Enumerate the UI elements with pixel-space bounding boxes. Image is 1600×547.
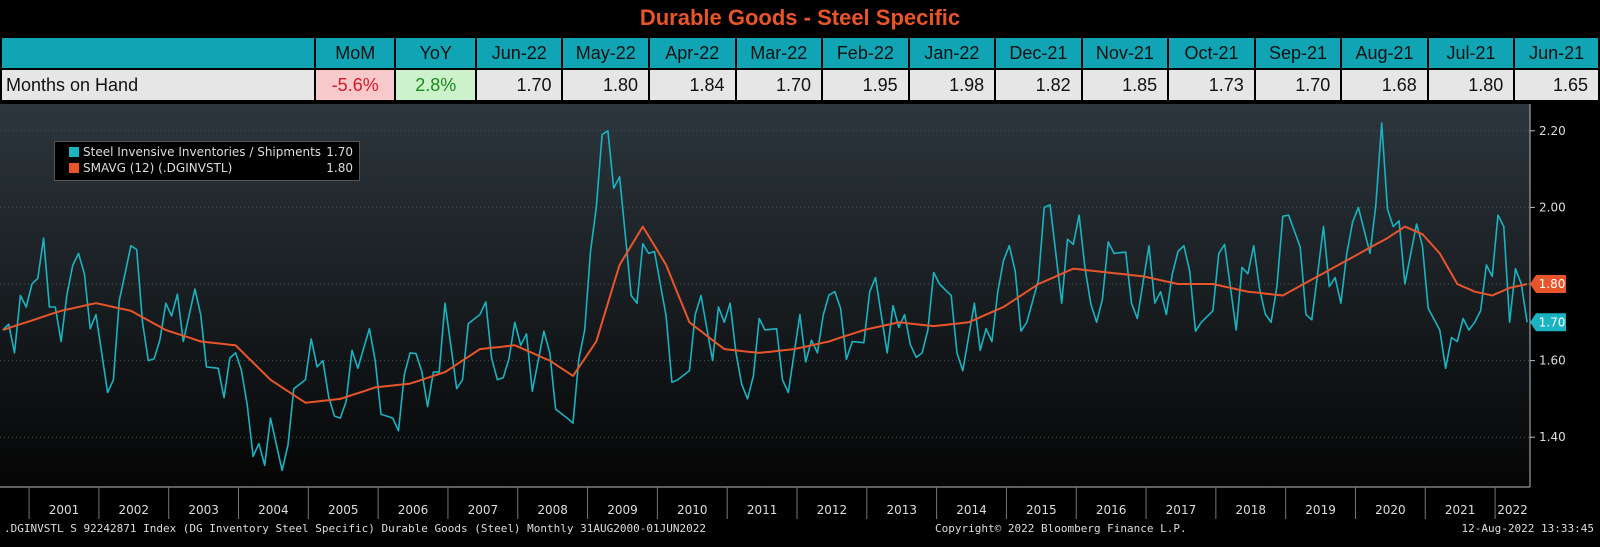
stats-table: MoM YoY Jun-22 May-22 Apr-22 Mar-22 Feb-… — [0, 36, 1600, 102]
header-month: Jun-21 — [1513, 36, 1600, 70]
header-month: Oct-21 — [1167, 36, 1256, 70]
x-tick-label: 2017 — [1166, 503, 1197, 517]
row-label: Months on Hand — [0, 68, 316, 102]
x-tick-label: 2022 — [1497, 503, 1528, 517]
legend-swatch-series2 — [69, 163, 79, 173]
x-tick-label: 2014 — [956, 503, 987, 517]
month-value: 1.95 — [821, 68, 910, 102]
header-month: Aug-21 — [1340, 36, 1429, 70]
header-yoy: YoY — [394, 36, 477, 70]
x-tick-label: 2009 — [607, 503, 638, 517]
legend-swatch-series1 — [69, 147, 79, 157]
x-tick-label: 2006 — [398, 503, 429, 517]
chart-title: Durable Goods - Steel Specific — [639, 5, 961, 30]
x-tick-label: 2012 — [817, 503, 848, 517]
month-value: 1.82 — [994, 68, 1083, 102]
footer-source: .DGINVSTL S 92242871 Index (DG Inventory… — [4, 522, 706, 535]
x-tick-label: 2007 — [468, 503, 499, 517]
header-month: Apr-22 — [648, 36, 737, 70]
header-month: Sep-21 — [1253, 36, 1343, 70]
month-value: 1.70 — [1253, 68, 1343, 102]
last-value-badge — [1530, 313, 1566, 332]
y-tick-label: 1.60 — [1539, 354, 1566, 368]
month-value: 1.98 — [907, 68, 997, 102]
stats-value-row: Months on Hand -5.6% 2.8% 1.70 1.80 1.84… — [0, 68, 1600, 102]
x-tick-label: 2003 — [188, 503, 219, 517]
last-value-label: 1.80 — [1539, 277, 1566, 291]
month-value: 1.84 — [648, 68, 737, 102]
x-tick-label: 2013 — [886, 503, 917, 517]
x-tick-label: 2004 — [258, 503, 289, 517]
header-month: Dec-21 — [994, 36, 1083, 70]
x-tick-label: 2020 — [1375, 503, 1406, 517]
month-value: 1.85 — [1080, 68, 1170, 102]
x-tick-label: 2019 — [1305, 503, 1336, 517]
footer: .DGINVSTL S 92242871 Index (DG Inventory… — [0, 521, 1600, 547]
header-month: Jun-22 — [474, 36, 564, 70]
y-tick-label: 2.20 — [1539, 124, 1566, 138]
mom-value: -5.6% — [313, 68, 397, 102]
header-month: Jul-21 — [1426, 36, 1516, 70]
x-tick-label: 2018 — [1235, 503, 1266, 517]
x-tick-label: 2010 — [677, 503, 708, 517]
legend: Steel Invensive Inventories / Shipments … — [54, 141, 360, 181]
month-value: 1.73 — [1167, 68, 1256, 102]
stats-header-row: MoM YoY Jun-22 May-22 Apr-22 Mar-22 Feb-… — [0, 36, 1600, 70]
x-tick-label: 2016 — [1096, 503, 1127, 517]
header-month: Jan-22 — [907, 36, 997, 70]
legend-item-series1: Steel Invensive Inventories / Shipments … — [69, 144, 353, 160]
legend-value-series1: 1.70 — [326, 145, 353, 159]
header-month: Mar-22 — [734, 36, 824, 70]
header-month: May-22 — [561, 36, 651, 70]
header-month: Feb-22 — [821, 36, 910, 70]
series-smavg-line — [2, 225, 1528, 404]
y-tick-label: 2.00 — [1539, 200, 1566, 214]
last-value-label: 1.70 — [1539, 315, 1566, 329]
legend-label-series1: Steel Invensive Inventories / Shipments — [83, 145, 322, 159]
x-tick-label: 2015 — [1026, 503, 1057, 517]
month-value: 1.68 — [1340, 68, 1429, 102]
legend-value-series2: 1.80 — [326, 161, 353, 175]
legend-item-series2: SMAVG (12) (.DGINVSTL) 1.80 — [69, 160, 353, 176]
month-value: 1.70 — [474, 68, 564, 102]
x-tick-label: 2021 — [1445, 503, 1476, 517]
x-tick-label: 2011 — [747, 503, 778, 517]
footer-copyright: Copyright© 2022 Bloomberg Finance L.P. — [935, 522, 1187, 535]
footer-timestamp: 12-Aug-2022 13:33:45 — [1461, 522, 1594, 535]
yoy-value: 2.8% — [394, 68, 477, 102]
series-inventories-line — [2, 122, 1528, 472]
y-tick-label: 1.40 — [1539, 430, 1566, 444]
month-value: 1.65 — [1513, 68, 1600, 102]
x-tick-label: 2005 — [328, 503, 359, 517]
month-value: 1.80 — [561, 68, 651, 102]
x-tick-label: 2001 — [49, 503, 80, 517]
legend-label-series2: SMAVG (12) (.DGINVSTL) — [83, 161, 233, 175]
header-mom: MoM — [313, 36, 397, 70]
month-value: 1.80 — [1426, 68, 1516, 102]
x-tick-label: 2002 — [119, 503, 150, 517]
header-label — [0, 36, 316, 70]
last-value-badge — [1530, 275, 1566, 294]
x-tick-label: 2008 — [537, 503, 568, 517]
header-month: Nov-21 — [1080, 36, 1170, 70]
month-value: 1.70 — [734, 68, 824, 102]
